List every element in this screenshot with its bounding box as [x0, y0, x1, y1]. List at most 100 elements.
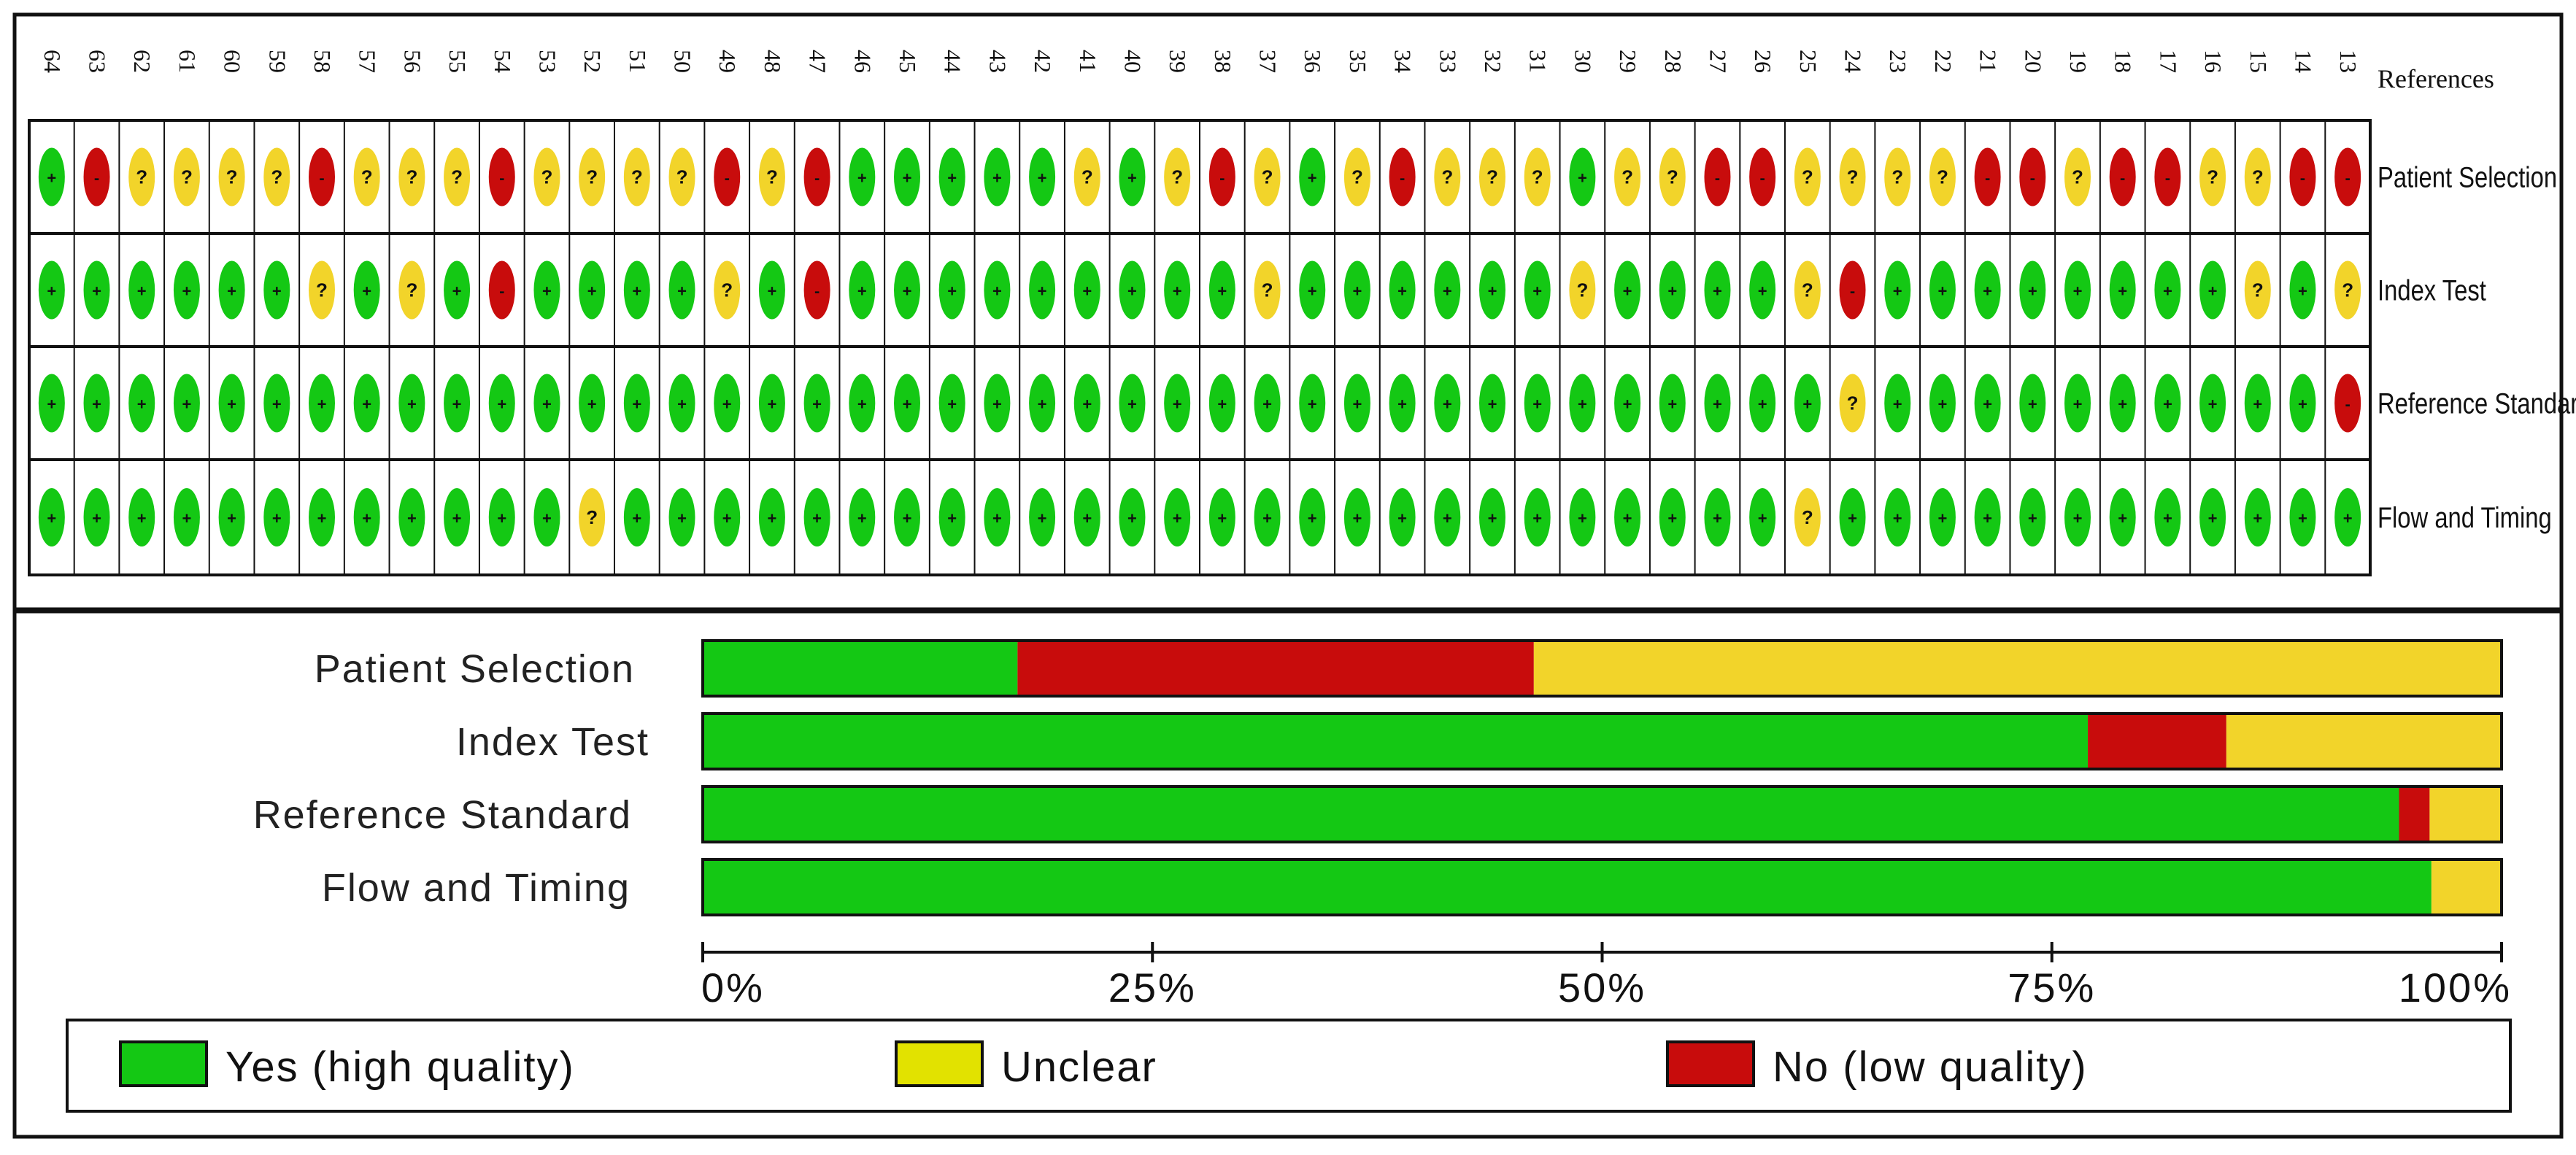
x-tick-label: 75% — [2008, 965, 2096, 1011]
judgement-symbol: + — [182, 395, 191, 414]
judgement-yes-icon: + — [984, 488, 1011, 546]
study-label: 20 — [2020, 50, 2046, 73]
judgement-unclear-icon: ? — [1614, 147, 1641, 206]
judgement-yes-icon: + — [2289, 374, 2316, 433]
judgement-symbol: + — [903, 395, 912, 414]
judgement-symbol: + — [992, 169, 1002, 188]
judgement-symbol: + — [2343, 509, 2353, 528]
judgement-symbol: ? — [766, 166, 778, 188]
judgement-symbol: ? — [1891, 166, 1903, 188]
judgement-yes-icon: + — [2199, 260, 2226, 320]
study-label: 47 — [805, 50, 831, 73]
judgement-symbol: + — [362, 509, 371, 528]
judgement-symbol: + — [812, 509, 822, 528]
judgement-yes-icon: + — [2019, 374, 2046, 433]
judgement-symbol: + — [1127, 282, 1137, 301]
bar-segment — [1017, 641, 1534, 696]
judgement-yes-icon: + — [173, 260, 200, 320]
category-label: Patient Selection — [315, 647, 635, 691]
judgement-yes-icon: + — [1659, 260, 1686, 320]
judgement-symbol: + — [1443, 395, 1452, 414]
judgement-symbol: + — [317, 395, 327, 414]
judgement-symbol: ? — [721, 279, 733, 301]
judgement-symbol: + — [227, 282, 236, 301]
judgement-symbol: + — [1983, 282, 1992, 301]
judgement-yes-icon: + — [938, 147, 965, 206]
study-label: 13 — [2335, 50, 2361, 73]
judgement-yes-icon: + — [353, 374, 380, 433]
top-panel-frame — [12, 12, 2564, 611]
study-label: 43 — [984, 50, 1011, 73]
study-label: 22 — [1930, 50, 1956, 73]
judgement-yes-icon: + — [2019, 260, 2046, 320]
judgement-symbol: + — [2028, 509, 2037, 528]
judgement-yes-icon: + — [1073, 374, 1100, 433]
judgement-symbol: ? — [1262, 279, 1273, 301]
judgement-symbol: + — [1262, 395, 1272, 414]
judgement-symbol: + — [542, 395, 552, 414]
judgement-symbol: + — [47, 395, 56, 414]
bar-segment — [2431, 860, 2502, 915]
judgement-symbol: - — [2030, 169, 2035, 188]
judgement-symbol: + — [272, 282, 282, 301]
judgement-no-icon: - — [2334, 147, 2361, 206]
judgement-symbol: + — [1173, 282, 1182, 301]
judgement-symbol: + — [2298, 282, 2307, 301]
judgement-yes-icon: + — [1119, 147, 1146, 206]
judgement-symbol: - — [1400, 169, 1405, 188]
judgement-symbol: + — [497, 395, 506, 414]
judgement-symbol: + — [47, 169, 56, 188]
judgement-unclear-icon: ? — [579, 488, 606, 546]
judgement-no-icon: - — [803, 260, 830, 320]
judgement-symbol: - — [2165, 169, 2170, 188]
judgement-yes-icon: + — [1929, 260, 1956, 320]
judgement-symbol: + — [362, 395, 371, 414]
study-label: 61 — [174, 50, 201, 73]
judgement-yes-icon: + — [894, 488, 920, 546]
judgement-symbol: + — [2253, 509, 2262, 528]
judgement-no-icon: - — [1389, 147, 1416, 206]
judgement-symbol: ? — [406, 279, 417, 301]
judgement-unclear-icon: ? — [1929, 147, 1956, 206]
study-label: 32 — [1480, 50, 1506, 73]
judgement-symbol: ? — [1847, 166, 1859, 188]
judgement-unclear-icon: ? — [1524, 147, 1551, 206]
judgement-symbol: + — [1173, 509, 1182, 528]
judgement-symbol: + — [227, 509, 236, 528]
judgement-yes-icon: + — [1299, 374, 1326, 433]
judgement-no-icon: - — [2019, 147, 2046, 206]
judgement-yes-icon: + — [1884, 488, 1911, 546]
judgement-symbol: + — [1038, 169, 1047, 188]
judgement-symbol: + — [992, 395, 1002, 414]
study-label: 39 — [1165, 50, 1191, 73]
judgement-symbol: + — [587, 395, 597, 414]
judgement-yes-icon: + — [2109, 260, 2136, 320]
judgement-symbol: + — [1308, 509, 1317, 528]
judgement-yes-icon: + — [1434, 260, 1461, 320]
study-label: 14 — [2290, 50, 2316, 73]
judgement-yes-icon: + — [1434, 488, 1461, 546]
study-label: 44 — [940, 50, 966, 73]
judgement-symbol: + — [2073, 395, 2083, 414]
judgement-symbol: + — [1937, 509, 1947, 528]
judgement-yes-icon: + — [1569, 374, 1596, 433]
study-label: 45 — [895, 50, 921, 73]
bar-outline — [701, 858, 2503, 916]
judgement-symbol: + — [857, 509, 867, 528]
judgement-symbol: + — [1488, 509, 1497, 528]
judgement-yes-icon: + — [2244, 374, 2271, 433]
study-label: 64 — [39, 50, 66, 73]
bar-segment — [703, 787, 2399, 842]
judgement-symbol: + — [1127, 395, 1137, 414]
bar-segment — [2399, 787, 2430, 842]
judgement-yes-icon: + — [1704, 260, 1731, 320]
judgement-yes-icon: + — [2199, 488, 2226, 546]
domain-label: Index Test — [2378, 274, 2486, 306]
judgement-symbol: + — [812, 395, 822, 414]
judgement-yes-icon: + — [758, 260, 785, 320]
judgement-yes-icon: + — [938, 488, 965, 546]
judgement-symbol: ? — [1847, 393, 1859, 414]
judgement-yes-icon: + — [1208, 260, 1235, 320]
study-label: 36 — [1300, 50, 1326, 73]
judgement-symbol: + — [1397, 395, 1407, 414]
